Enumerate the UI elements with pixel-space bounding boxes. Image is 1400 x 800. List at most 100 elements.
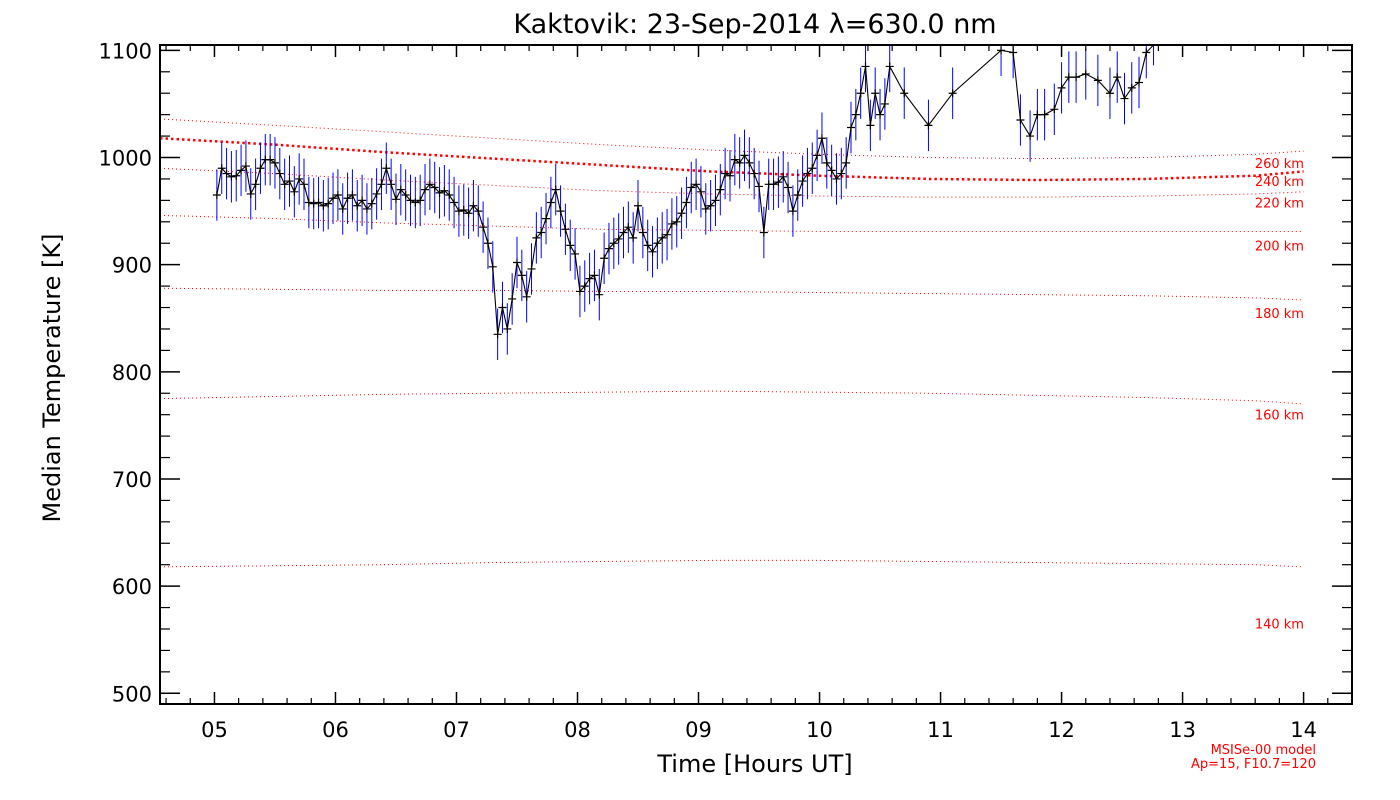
x-tick-label: 13 [1169, 718, 1196, 742]
data-point [997, 46, 1006, 55]
data-point [638, 228, 647, 237]
model-line-label: 220 km [1255, 197, 1304, 212]
data-point [575, 287, 584, 296]
data-point [924, 121, 933, 130]
y-tick-label: 600 [112, 575, 152, 599]
data-point [401, 191, 410, 200]
data-point [232, 171, 241, 180]
data-point [827, 166, 836, 175]
data-point [459, 206, 468, 215]
data-point [619, 228, 628, 237]
data-point [609, 239, 618, 248]
data-point [813, 151, 822, 160]
data-point [493, 330, 502, 339]
data-point [798, 177, 807, 186]
data-point [295, 174, 304, 183]
data-point [488, 262, 497, 271]
data-point [445, 191, 454, 200]
data-point [338, 204, 347, 213]
data-point [706, 201, 715, 210]
data-point [793, 191, 802, 200]
data-point [788, 207, 797, 216]
model-line-180-km [159, 287, 1304, 301]
data-point [275, 169, 284, 178]
data-point [1105, 89, 1114, 98]
data-point [711, 196, 720, 205]
data-point [1064, 73, 1073, 82]
data-point [1072, 73, 1081, 82]
data-point [498, 303, 507, 312]
data-point [692, 180, 701, 189]
data-point [537, 228, 546, 237]
model-line-label: 160 km [1255, 409, 1304, 424]
data-point [643, 241, 652, 250]
x-tick-label: 14 [1290, 718, 1317, 742]
data-point [280, 180, 289, 189]
data-point [759, 228, 768, 237]
data-point [876, 110, 885, 119]
data-point [735, 158, 744, 167]
data-point [672, 217, 681, 226]
data-point [948, 89, 957, 98]
data-point [425, 180, 434, 189]
model-line-label: 240 km [1255, 175, 1304, 190]
data-point [842, 158, 851, 167]
data-point [411, 198, 420, 207]
data-point [745, 158, 754, 167]
data-point [571, 249, 580, 258]
data-point [822, 158, 831, 167]
data-point [362, 204, 371, 213]
data-point [682, 198, 691, 207]
data-point [527, 264, 536, 273]
data-point [246, 189, 255, 198]
data-point [1127, 83, 1136, 92]
data-point [1026, 132, 1035, 141]
data-point [479, 223, 488, 232]
data-point [1120, 94, 1129, 103]
data-point [1093, 76, 1102, 85]
data-point [416, 196, 425, 205]
data-point [304, 198, 313, 207]
data-point [551, 185, 560, 194]
data-point [740, 151, 749, 160]
data-point [266, 155, 275, 164]
data-point [396, 185, 405, 194]
y-tick-label: 800 [112, 361, 152, 385]
series-line [216, 44, 1154, 335]
data-point [309, 199, 318, 208]
data-point [270, 158, 279, 167]
data-point [696, 187, 705, 196]
data-point [900, 89, 909, 98]
x-tick-label: 09 [685, 718, 712, 742]
x-tick-label: 05 [201, 718, 228, 742]
data-point [430, 183, 439, 192]
data-point [832, 174, 841, 183]
model-annotation: MSISe-00 model [1211, 743, 1316, 758]
data-point [1050, 105, 1059, 114]
data-point [595, 290, 604, 299]
y-axis-label: Median Temperature [K] [38, 233, 66, 522]
data-point [817, 134, 826, 143]
data-point [212, 191, 221, 200]
y-tick-label: 1100 [99, 39, 152, 63]
model-line-label: 260 km [1255, 157, 1304, 172]
data-point [329, 194, 338, 203]
data-point [725, 171, 734, 180]
data-point [367, 199, 376, 208]
y-tick-label: 1000 [99, 147, 152, 171]
data-point [503, 324, 512, 333]
data-point [1057, 83, 1066, 92]
data-point [803, 169, 812, 178]
data-point [217, 164, 226, 173]
model-parameters: Ap=15, F10.7=120 [1191, 757, 1316, 772]
data-point [624, 223, 633, 232]
y-tick-label: 500 [112, 682, 152, 706]
data-point [784, 183, 793, 192]
x-axis-label: Time [Hours UT] [656, 750, 852, 778]
data-point [1040, 110, 1049, 119]
data-point [667, 219, 676, 228]
data-point [808, 164, 817, 173]
data-point [474, 207, 483, 216]
data-point [585, 274, 594, 283]
data-point [546, 198, 555, 207]
